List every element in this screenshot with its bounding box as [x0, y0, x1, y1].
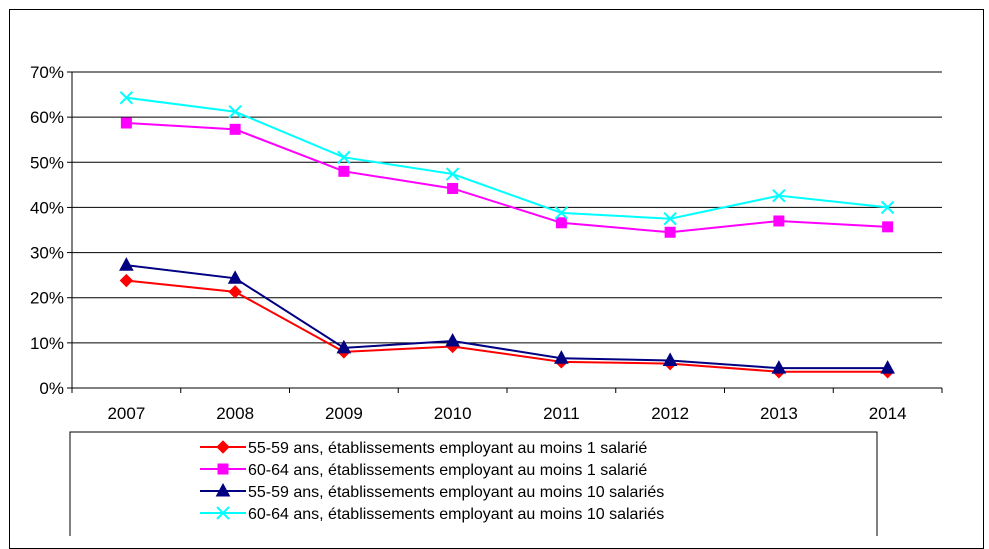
- series-line: [126, 279, 888, 373]
- data-point: [445, 167, 460, 181]
- data-point: [216, 506, 230, 520]
- data-point: [773, 215, 785, 227]
- data-point: [772, 188, 786, 203]
- data-point: [771, 360, 787, 374]
- data-point: [215, 482, 231, 497]
- data-point: [229, 123, 241, 135]
- data-point: [216, 440, 230, 454]
- series-line: [126, 122, 888, 234]
- data-point: [555, 217, 567, 229]
- gridlines: [72, 71, 942, 344]
- data-point: [227, 270, 243, 284]
- y-tick-label: 70%: [30, 63, 64, 82]
- data-point-stroke: [880, 200, 895, 215]
- x-tick-label: 2014: [869, 404, 907, 423]
- legend-label: 55-59 ans, établissements employant au m…: [248, 440, 647, 457]
- x-tick-label: 2013: [760, 404, 798, 423]
- data-point: [217, 463, 229, 475]
- legend-item: 55-59 ans, établissements employant au m…: [200, 482, 664, 501]
- data-point: [119, 257, 134, 271]
- series-2: [120, 117, 894, 238]
- series-1: [119, 273, 895, 379]
- legend-label: 60-64 ans, établissements employant au m…: [248, 506, 664, 523]
- data-point: [880, 200, 895, 215]
- data-point: [554, 350, 569, 364]
- data-point: [882, 221, 894, 233]
- y-tick-label: 40%: [30, 198, 64, 217]
- legend-label: 60-64 ans, établissements employant au m…: [248, 462, 647, 479]
- series-4: [119, 91, 895, 226]
- data-point-stroke: [337, 150, 351, 165]
- legend: 55-59 ans, établissements employant au m…: [69, 431, 878, 536]
- x-tick-label: 2008: [216, 404, 254, 423]
- data-point: [119, 91, 134, 105]
- y-tick-label: 20%: [30, 289, 64, 308]
- data-point: [228, 285, 242, 299]
- legend-item: 55-59 ans, établissements employant au m…: [200, 440, 647, 457]
- data-point-stroke: [445, 167, 460, 181]
- data-point: [447, 182, 459, 194]
- x-tick-label: 2011: [543, 404, 580, 423]
- x-tick-label: 2009: [325, 404, 363, 423]
- x-tick-label: 2010: [434, 404, 472, 423]
- y-tick-label: 30%: [30, 244, 64, 263]
- data-point: [119, 273, 134, 288]
- data-point: [554, 206, 569, 220]
- data-point: [663, 212, 677, 226]
- series-line: [126, 264, 888, 370]
- data-point: [338, 165, 350, 177]
- series-layer: [119, 91, 895, 379]
- data-point-stroke: [228, 105, 242, 119]
- data-point-stroke: [119, 91, 134, 105]
- data-point: [336, 339, 352, 354]
- data-point-stroke: [554, 206, 569, 220]
- data-point: [337, 150, 351, 165]
- y-tick-label: 50%: [30, 153, 64, 172]
- series-line: [126, 96, 888, 220]
- data-point-stroke: [663, 212, 677, 226]
- data-point: [880, 360, 895, 374]
- data-point-stroke: [216, 506, 230, 520]
- y-tick-label: 10%: [30, 334, 64, 353]
- legend-box: [69, 431, 878, 536]
- data-point: [662, 352, 678, 366]
- x-axis: 2007 2008 2009 2010 2011 2012 2013 2014: [71, 387, 943, 423]
- series-3: [119, 257, 895, 374]
- data-point: [445, 333, 460, 347]
- line-chart: 0% 10% 20% 30% 40% 50% 60% 70% 2007 2008 2009 2010…: [30, 63, 943, 536]
- legend-item: 60-64 ans, établissements employant au m…: [200, 462, 647, 479]
- y-tick-label: 0%: [39, 379, 64, 398]
- legend-item: 60-64 ans, établissements employant au m…: [200, 506, 664, 523]
- y-tick-label: 60%: [30, 108, 64, 127]
- data-point: [664, 226, 676, 238]
- legend-label: 55-59 ans, établissements employant au m…: [248, 484, 664, 501]
- y-axis: 0% 10% 20% 30% 40% 50% 60% 70%: [30, 63, 73, 398]
- data-point-stroke: [772, 188, 786, 203]
- data-point: [228, 105, 242, 119]
- x-tick-label: 2012: [651, 404, 689, 423]
- x-tick-label: 2007: [107, 404, 145, 423]
- data-point: [120, 117, 132, 129]
